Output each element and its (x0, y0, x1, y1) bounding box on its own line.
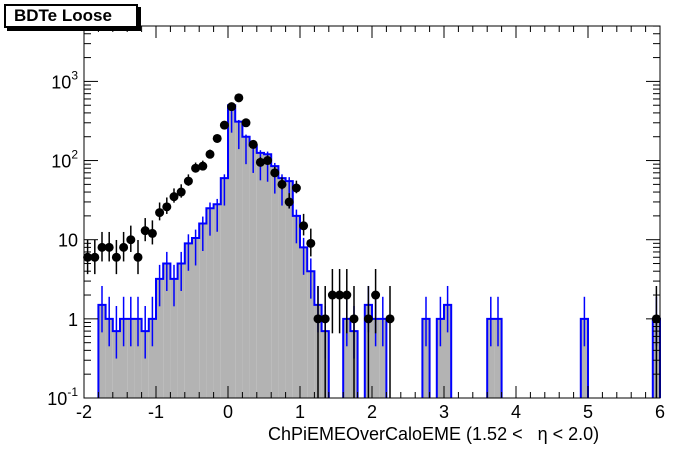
data-point (327, 290, 337, 300)
histogram-bar (300, 247, 308, 398)
data-point (371, 290, 381, 300)
histogram-bar (134, 318, 142, 398)
histogram-bar (436, 318, 444, 398)
histogram-bar (213, 204, 221, 398)
histogram-bar (249, 145, 257, 398)
selection-tag-label: BDTe Loose (4, 4, 138, 28)
histogram-bar (163, 263, 171, 398)
data-point (219, 120, 229, 130)
data-point (248, 139, 258, 149)
histogram-bar (120, 318, 128, 398)
histogram-bar (192, 238, 200, 398)
y-tick-label: 1 (68, 310, 78, 330)
data-point (191, 163, 201, 173)
data-point (313, 314, 323, 324)
data-point (263, 156, 273, 166)
histogram-bar (235, 121, 243, 398)
data-point (155, 208, 165, 218)
data-point (126, 235, 136, 245)
histogram-bar (271, 166, 279, 398)
x-tick-label: -2 (76, 402, 92, 422)
data-point (198, 161, 208, 171)
y-tick-label: 10 (58, 231, 78, 251)
histogram-bar (292, 215, 300, 398)
data-point (241, 118, 251, 128)
data-point (119, 242, 129, 252)
data-point (284, 197, 294, 207)
data-point (212, 133, 222, 143)
histogram-bar (141, 331, 149, 398)
histogram-bar (206, 208, 214, 398)
histogram-bar (156, 278, 164, 398)
x-tick-label: 0 (223, 402, 233, 422)
data-point (111, 252, 121, 262)
data-point (140, 226, 150, 236)
data-point (270, 168, 280, 178)
histogram-bar (199, 223, 207, 398)
data-point (335, 290, 345, 300)
histogram-bar (422, 318, 430, 398)
histogram-bar (264, 154, 272, 398)
y-tick-label: 103 (51, 68, 78, 92)
data-point (342, 290, 352, 300)
x-tick-label: 3 (439, 402, 449, 422)
data-point (234, 93, 244, 103)
histogram-bar (170, 278, 178, 398)
histogram-bar (220, 178, 228, 398)
data-point (306, 238, 316, 248)
histogram-bar (98, 304, 106, 398)
data-point (104, 242, 114, 252)
histogram-bar (278, 178, 286, 398)
data-point (97, 242, 107, 252)
histogram-bar (112, 331, 120, 398)
x-tick-label: 5 (583, 402, 593, 422)
data-point (169, 192, 179, 202)
histogram-bar (228, 105, 236, 398)
data-point (90, 252, 100, 262)
histogram-bar (343, 318, 351, 398)
histogram-bar (148, 318, 156, 398)
data-point (183, 176, 193, 186)
data-point (176, 187, 186, 197)
data-point (162, 202, 172, 212)
x-tick-label: 6 (655, 402, 665, 422)
histogram-bar (184, 243, 192, 398)
data-point (255, 157, 265, 167)
data-point (291, 183, 301, 193)
data-point (299, 221, 309, 231)
data-point (363, 314, 373, 324)
histogram-bar (487, 318, 495, 398)
histogram-bar (580, 318, 588, 398)
histogram-bar (105, 318, 113, 398)
histogram-bar (242, 136, 250, 398)
data-point (133, 252, 143, 262)
x-tick-label: -1 (148, 402, 164, 422)
data-point (320, 314, 330, 324)
histogram-bar (177, 263, 185, 398)
data-point (205, 149, 215, 159)
histogram-bar (307, 271, 315, 398)
data-point (277, 179, 287, 189)
x-tick-label: 2 (367, 402, 377, 422)
histogram-bar (444, 304, 452, 398)
y-tick-label: 10-1 (47, 385, 78, 409)
data-point (385, 314, 395, 324)
data-point (227, 102, 237, 112)
x-tick-label: 4 (511, 402, 521, 422)
histogram-bar (379, 318, 387, 398)
histogram-bar (127, 318, 135, 398)
data-point (147, 228, 157, 238)
histogram-bar (372, 318, 380, 398)
histogram-bar (494, 318, 502, 398)
histogram-bar (256, 152, 264, 398)
y-tick-label: 102 (51, 148, 78, 172)
x-axis-title: ChPiEMEOverCaloEME (1.52 < η < 2.0) (268, 424, 600, 444)
x-tick-label: 1 (295, 402, 305, 422)
histogram-bar (285, 181, 293, 398)
data-point (349, 314, 359, 324)
